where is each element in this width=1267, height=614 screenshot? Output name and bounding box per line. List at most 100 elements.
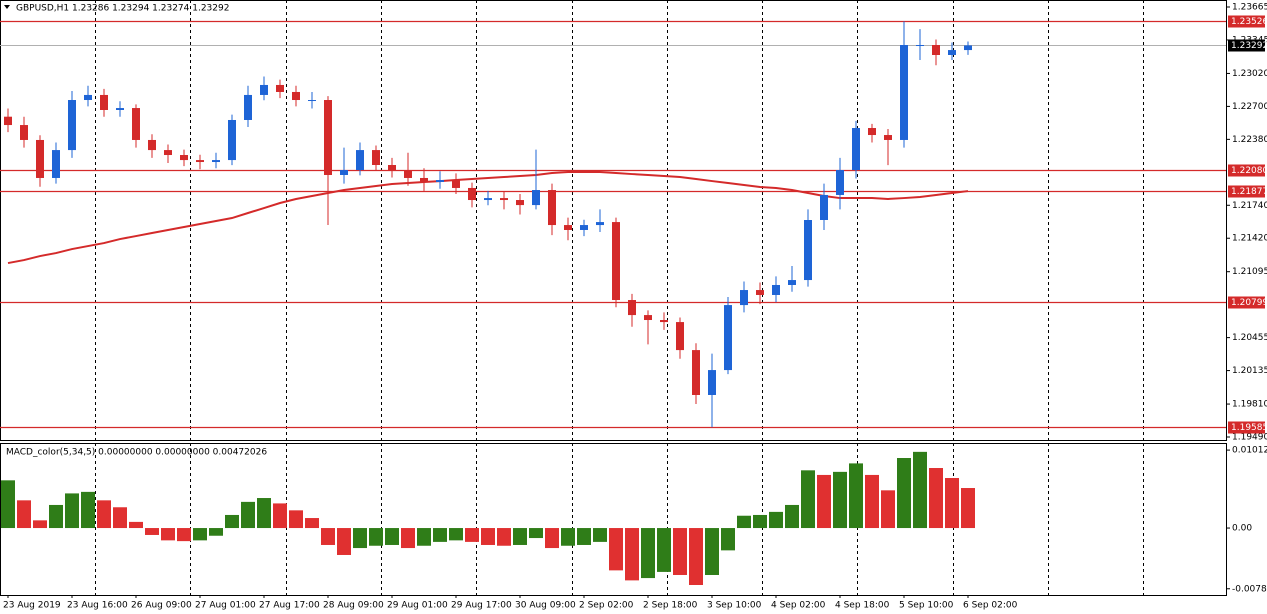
candle-body [212, 160, 220, 163]
candle-body [852, 128, 860, 171]
candle-body [596, 222, 604, 226]
macd-bar [417, 528, 431, 546]
level-tag [1228, 296, 1265, 309]
macd-bar [561, 528, 575, 546]
macd-bar [833, 471, 847, 529]
candle-body [164, 150, 172, 156]
macd-bar [257, 498, 271, 529]
level-tag [1228, 164, 1265, 177]
candle-body [516, 200, 524, 206]
macd-bar [193, 528, 207, 541]
candle-body [836, 170, 844, 195]
macd-bar [801, 470, 815, 529]
level-label: 1.19585 [1231, 423, 1267, 433]
macd-bar [737, 515, 751, 529]
grid [95, 0, 1144, 595]
menu-arrow[interactable] [4, 5, 10, 9]
candle-body [388, 165, 396, 171]
macd-bar [785, 504, 799, 529]
x-tick-label: 3 Sep 10:00 [707, 601, 762, 611]
candle-body [964, 45, 972, 51]
macd-bar [113, 507, 127, 529]
level-label: 1.23526 [1231, 17, 1267, 27]
candle-body [868, 128, 876, 136]
candle-body [420, 177, 428, 182]
candle-body [532, 190, 540, 206]
macd-bar [337, 528, 351, 555]
x-tick-label: 27 Aug 01:00 [195, 601, 256, 611]
candle-body [324, 100, 332, 175]
y-tick-label: 1.21095 [1232, 267, 1267, 277]
y-tick-label: 1.21420 [1232, 234, 1267, 244]
x-tick-label: 5 Sep 10:00 [899, 601, 954, 611]
macd-bar [481, 528, 495, 545]
macd-bar [545, 528, 559, 549]
macd-bar [385, 528, 399, 545]
macd-bar [705, 528, 719, 575]
candle-body [436, 180, 444, 182]
macd-bar [577, 528, 591, 545]
level-label: 1.22080 [1231, 166, 1267, 176]
candle-body [884, 135, 892, 140]
candle-body [676, 322, 684, 351]
x-tick-label: 30 Aug 09:00 [515, 601, 576, 611]
candle-body [900, 45, 908, 140]
macd-bar [497, 528, 511, 546]
macd-title: MACD_color(5,34,5) 0.00000000 0.00000000… [6, 448, 267, 458]
macd-bar [881, 490, 895, 529]
bid-tag [1228, 39, 1265, 52]
x-tick-label: 6 Sep 02:00 [963, 601, 1018, 611]
candle-body [4, 116, 12, 126]
macd-bar [945, 478, 959, 529]
x-tick-label: 28 Aug 09:00 [323, 601, 384, 611]
candle-body [292, 91, 300, 101]
y-tick-label: 1.21740 [1232, 201, 1267, 211]
macd-bar [1, 480, 15, 529]
macd-bar [593, 528, 607, 542]
candle-body [196, 160, 204, 163]
macd-bar [65, 493, 79, 529]
y-tick-label: 1.19490 [1232, 433, 1267, 443]
macd-bar [769, 511, 783, 529]
candle-body [644, 315, 652, 321]
macd-bar [177, 528, 191, 542]
macd-bar [689, 528, 703, 585]
y-tick-label: 1.23020 [1232, 69, 1267, 79]
x-tick-label: 29 Aug 17:00 [451, 601, 512, 611]
level-tag [1228, 185, 1265, 198]
x-tick-label: 29 Aug 01:00 [387, 601, 448, 611]
macd-bar [529, 528, 543, 539]
macd-bar [17, 500, 31, 529]
macd-panel [0, 443, 1227, 596]
candle-body [564, 225, 572, 230]
x-tick-label: 23 Aug 2019 [3, 601, 61, 611]
candle-body [500, 198, 508, 201]
candle-body [548, 190, 556, 226]
candle-body [148, 139, 156, 151]
macd-bar [305, 518, 319, 529]
candle-body [612, 222, 620, 301]
macd-bar [161, 528, 175, 541]
macd-bar [465, 528, 479, 542]
macd-bar [33, 520, 47, 529]
macd-bar [513, 528, 527, 545]
macd-bar [929, 468, 943, 529]
candle-body [276, 84, 284, 92]
candle-body [692, 350, 700, 395]
candle-body [84, 94, 92, 101]
y-tick-label: 1.22700 [1232, 102, 1267, 112]
candle-body [468, 187, 476, 201]
candle-body [404, 170, 412, 178]
macd-bar [97, 500, 111, 529]
candle-body [804, 220, 812, 281]
candle-body [932, 45, 940, 55]
candle-body [68, 100, 76, 151]
x-tick-label: 4 Sep 18:00 [835, 601, 890, 611]
candle-body [260, 84, 268, 95]
candle-body [52, 150, 60, 178]
candle-body [948, 50, 956, 55]
candle-body [660, 320, 668, 323]
macd-bar [657, 528, 671, 572]
macd-bar [289, 510, 303, 529]
macd-bar [273, 503, 287, 529]
